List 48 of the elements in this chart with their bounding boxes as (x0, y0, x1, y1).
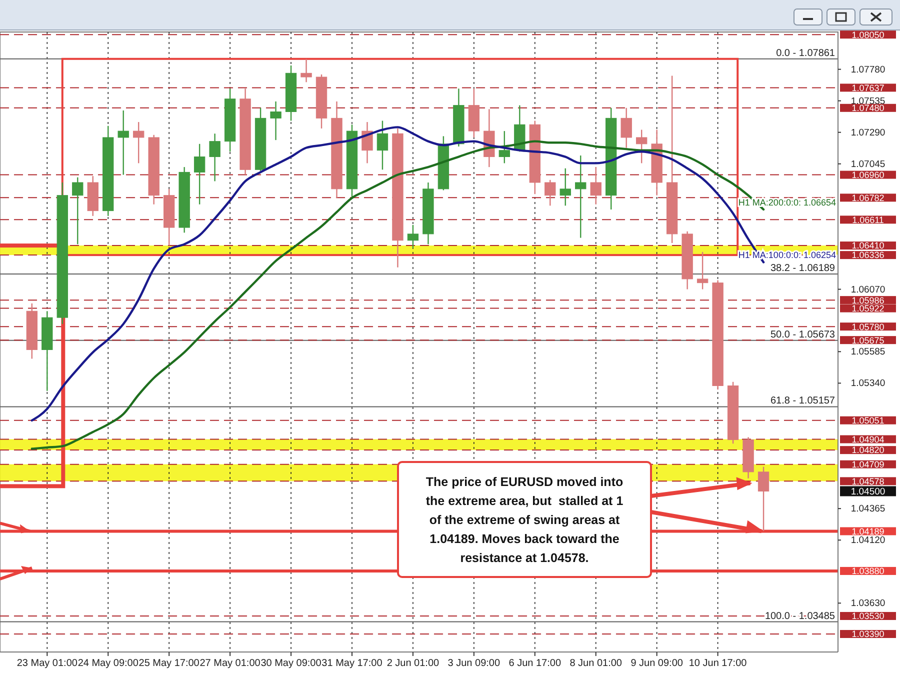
x-tick-label: 31 May 17:00 (322, 658, 383, 669)
ref-line-label: 1.03390 (852, 629, 884, 640)
x-tick-label: 8 Jun 01:00 (570, 658, 622, 669)
ref-line-label: 1.05780 (852, 322, 884, 332)
ref-line-label: 1.05922 (852, 304, 884, 314)
y-tick-label: 1.05585 (850, 346, 886, 358)
ref-line-label: 1.06611 (852, 214, 884, 225)
annotation: 61.8 - 1.05157 (770, 396, 836, 407)
text: 1.04500 (850, 486, 886, 498)
x-tick-label: 23 May 01:00 (16, 658, 78, 669)
ref-line-label: 1.04709 (852, 460, 884, 470)
ref-line-label: 1.03530 (852, 611, 884, 622)
annotation: 50.0 - 1.05673 (770, 329, 836, 340)
ref-line-label: 1.06782 (852, 192, 884, 203)
y-tick-label: 1.07045 (850, 158, 886, 170)
x-tick-label: 2 Jun 01:00 (386, 658, 440, 669)
x-tick-label: 24 May 09:00 (78, 658, 139, 669)
ref-line-label: 1.07480 (852, 103, 884, 114)
x-tick-label: 6 Jun 17:00 (508, 658, 562, 669)
ref-line-label: 1.03880 (852, 566, 884, 576)
x-tick-label: 3 Jun 09:00 (448, 658, 500, 669)
ref-line-label: 1.06960 (852, 170, 884, 180)
ref-line-label: 1.05675 (852, 335, 884, 346)
x-tick-label: 27 May 01:00 (200, 658, 261, 669)
ref-line-label: 1.04189 (852, 526, 884, 536)
ref-line-label: 1.06410 (852, 240, 884, 251)
ref-line-label: 1.04578 (852, 476, 884, 486)
y-tick-label: 1.07290 (850, 127, 886, 138)
ref-line-label: 1.05051 (852, 416, 884, 426)
ref-line-label: 1.05986 (852, 295, 884, 306)
annotation: The price of EURUSD moved into the extreme area, but stalled at 1 of the extreme of swing areas at 1.04189. Moves back toward the resistance at 1.04578. (426, 475, 624, 565)
ref-line-label: 1.04904 (852, 434, 884, 444)
x-tick-label: 9 Jun 09:00 (630, 658, 684, 669)
x-tick-label: 10 Jun 17:00 (688, 658, 748, 669)
x-tick-label: 30 May 09:00 (260, 658, 322, 669)
ref-line-label: 1.07637 (852, 82, 884, 93)
ref-line-label: 1.04820 (852, 445, 884, 456)
ref-line-label: 1.08050 (852, 30, 884, 40)
annotation: 0.0 - 1.07861 (776, 48, 836, 59)
y-tick-label: 1.05340 (850, 378, 886, 390)
y-tick-label: 1.03630 (850, 598, 886, 610)
y-tick-label: 1.04120 (850, 535, 886, 546)
ref-line-label: 1.06336 (852, 250, 884, 260)
y-tick-label: 1.06070 (850, 284, 886, 296)
y-tick-label: 1.04365 (850, 504, 886, 515)
y-tick-label: 1.07780 (850, 64, 886, 76)
x-tick-label: 25 May 17:00 (138, 658, 200, 669)
annotation: 38.2 - 1.06189 (770, 262, 836, 274)
